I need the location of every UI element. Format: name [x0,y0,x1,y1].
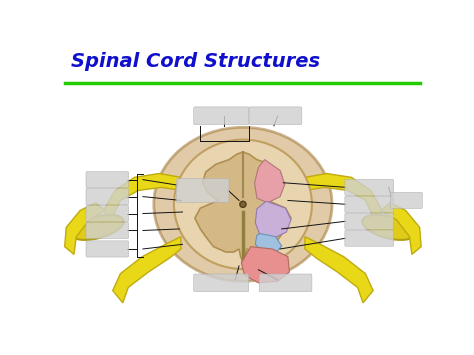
FancyBboxPatch shape [86,189,128,205]
FancyBboxPatch shape [86,222,128,239]
Polygon shape [305,174,381,231]
Ellipse shape [174,140,312,269]
FancyBboxPatch shape [345,230,394,246]
Polygon shape [381,203,421,254]
FancyBboxPatch shape [259,274,312,292]
FancyBboxPatch shape [194,274,249,292]
FancyBboxPatch shape [249,107,302,125]
Polygon shape [105,174,181,231]
Polygon shape [305,237,373,303]
Polygon shape [241,247,290,283]
Polygon shape [113,237,181,303]
FancyBboxPatch shape [194,107,249,125]
Ellipse shape [240,201,246,207]
Polygon shape [255,160,285,203]
FancyBboxPatch shape [345,213,394,229]
Polygon shape [255,234,282,253]
Polygon shape [64,203,105,254]
Ellipse shape [71,215,124,240]
Polygon shape [255,201,291,238]
FancyBboxPatch shape [345,179,394,196]
Ellipse shape [154,127,332,281]
FancyBboxPatch shape [345,196,394,212]
FancyBboxPatch shape [391,192,422,208]
Polygon shape [195,152,291,262]
FancyBboxPatch shape [176,179,229,202]
Ellipse shape [362,215,415,240]
FancyBboxPatch shape [86,241,128,257]
Text: Spinal Cord Structures: Spinal Cord Structures [71,52,320,71]
FancyBboxPatch shape [86,171,128,188]
FancyBboxPatch shape [86,206,128,222]
